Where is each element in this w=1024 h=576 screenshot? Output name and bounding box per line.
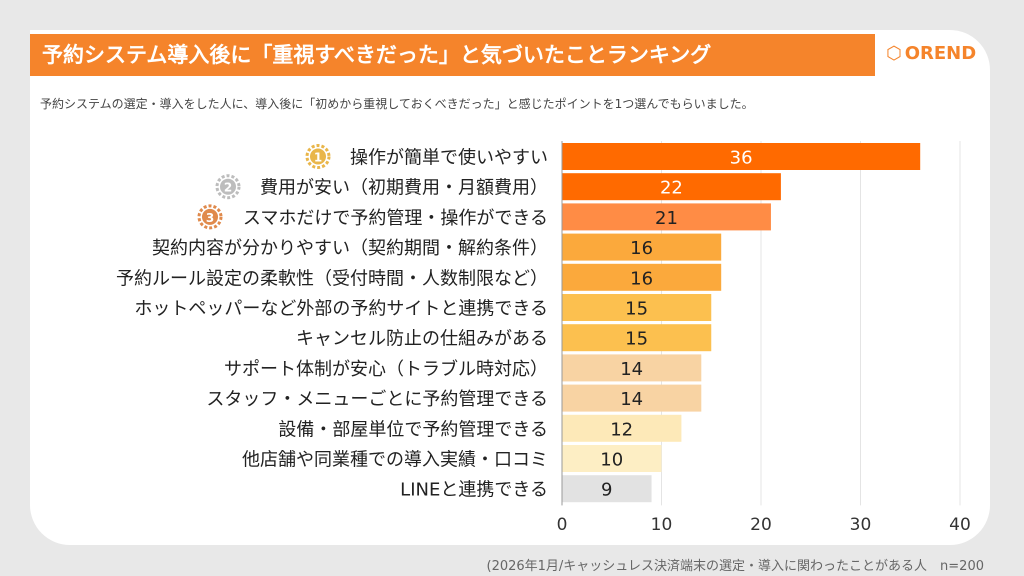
category-label: 契約内容が分かりやすい（契約期間・解約条件） — [152, 238, 548, 259]
bar — [562, 203, 771, 231]
category-label: 他店舗や同業種での導入実績・口コミ — [242, 450, 548, 471]
category-label: スタッフ・メニューごとに予約管理できる — [206, 389, 548, 410]
bar — [562, 354, 702, 382]
category-label: 設備・部屋単位で予約管理できる — [278, 419, 548, 440]
rank-badge-icon — [202, 208, 218, 225]
laurel-icon — [215, 174, 241, 200]
bar — [562, 324, 712, 352]
x-tick-label: 10 — [651, 515, 673, 535]
laurel-icon — [197, 204, 223, 230]
rank-badge-icon — [310, 148, 326, 165]
category-label: 操作が簡単で使いやすい — [350, 148, 548, 169]
logo: ⬡ OREND — [886, 43, 977, 64]
bar — [562, 143, 921, 170]
bar — [562, 475, 652, 503]
data-label: 21 — [655, 208, 678, 229]
rank-number: 2 — [224, 181, 232, 195]
data-label: 15 — [625, 299, 648, 320]
x-tick-label: 0 — [557, 515, 568, 535]
footnote: (2026年1月/キャッシュレス決済端末の選定・導入に関わったことがある人 n=… — [486, 559, 985, 574]
rank-number: 1 — [314, 151, 322, 165]
x-tick-label: 40 — [949, 515, 971, 535]
bar — [562, 445, 662, 472]
rank-badge-icon — [220, 178, 236, 195]
data-label: 12 — [610, 419, 633, 440]
data-label: 10 — [600, 450, 623, 471]
data-label: 36 — [730, 148, 753, 169]
category-label: ホットペッパーなど外部の予約サイトと連携できる — [134, 299, 548, 320]
bar — [562, 414, 682, 442]
category-label: キャンセル防止の仕組みがある — [296, 329, 548, 350]
laurel-icon — [305, 144, 331, 169]
data-label: 22 — [660, 178, 683, 199]
data-label: 16 — [630, 268, 653, 289]
rank-number: 3 — [206, 211, 214, 225]
category-label: LINEと連携できる — [400, 480, 548, 501]
logo-icon: ⬡ — [886, 43, 902, 64]
x-tick-label: 20 — [750, 515, 772, 535]
subtitle: 予約システムの選定・導入をした人に、導入後に「初めから重視しておくべきだった」と… — [40, 97, 754, 111]
data-label: 15 — [625, 329, 648, 350]
category-label: 予約ルール設定の柔軟性（受付時間・人数制限など） — [116, 268, 548, 289]
bar — [562, 384, 702, 412]
category-label: スマホだけで予約管理・操作ができる — [243, 208, 548, 229]
page-title: 予約システム導入後に「重視すべきだった」と気づいたことランキング — [30, 34, 875, 76]
data-label: 14 — [620, 389, 643, 410]
category-label: 費用が安い（初期費用・月額費用） — [260, 178, 548, 199]
data-label: 16 — [630, 238, 653, 259]
card — [30, 30, 990, 545]
bar — [562, 173, 781, 201]
data-label: 9 — [601, 480, 612, 501]
bar — [562, 294, 712, 321]
x-tick-label: 30 — [850, 515, 872, 535]
category-label: サポート体制が安心（トラブル時対応） — [224, 358, 548, 380]
data-label: 14 — [620, 359, 643, 380]
bar — [562, 233, 722, 261]
bar — [562, 263, 722, 291]
